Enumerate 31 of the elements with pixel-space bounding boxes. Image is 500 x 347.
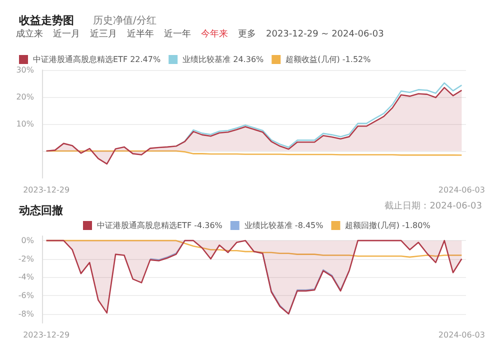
text: 成立来 <box>16 28 43 40</box>
y-tick-label: 0% <box>21 236 34 246</box>
text: 今年来 <box>201 28 228 40</box>
chart-title: 动态回撤 <box>18 204 63 217</box>
y-tick-label: 10% <box>16 120 34 128</box>
legend-label: 业绩比较基准 -8.45% <box>244 221 324 230</box>
x-tick-label: 2024-06-03 <box>438 186 485 194</box>
text: 近半年 <box>127 28 154 40</box>
text: 近一年 <box>164 28 191 40</box>
text: 2023-12-29 ~ 2024-06-03 <box>266 30 384 40</box>
legend-label: 中证港股通高股息精选ETF -4.36% <box>97 221 223 230</box>
text: 截止日期：2024-06-03 <box>384 200 482 212</box>
y-tick-label: 20% <box>16 92 34 102</box>
text: 更多 <box>238 28 256 40</box>
line-series <box>175 82 462 148</box>
chart-subtitle: 历史净值/分红 <box>93 14 156 26</box>
y-tick-label: -2% <box>18 254 34 264</box>
chart-title: 收益走势图 <box>19 14 74 27</box>
text: 近三月 <box>90 28 117 40</box>
legend-label: 超额回撤(几何) -1.80% <box>345 221 431 230</box>
x-tick-label: 2024-06-03 <box>438 330 485 340</box>
y-tick-label: -8% <box>18 309 34 318</box>
legend-label: 超额收益(几何) -1.52% <box>286 55 372 64</box>
text: 近一月 <box>53 28 80 40</box>
x-tick-label: 2023-12-29 <box>23 186 70 194</box>
y-tick-label: -6% <box>18 291 34 300</box>
x-tick-label: 2023-12-29 <box>23 330 70 340</box>
y-tick-label: 30% <box>16 66 34 74</box>
legend-label: 业绩比较基准 24.36% <box>182 55 264 64</box>
legend-label: 中证港股通高股息精选ETF 22.47% <box>33 55 161 64</box>
y-tick-label: -4% <box>18 272 34 282</box>
